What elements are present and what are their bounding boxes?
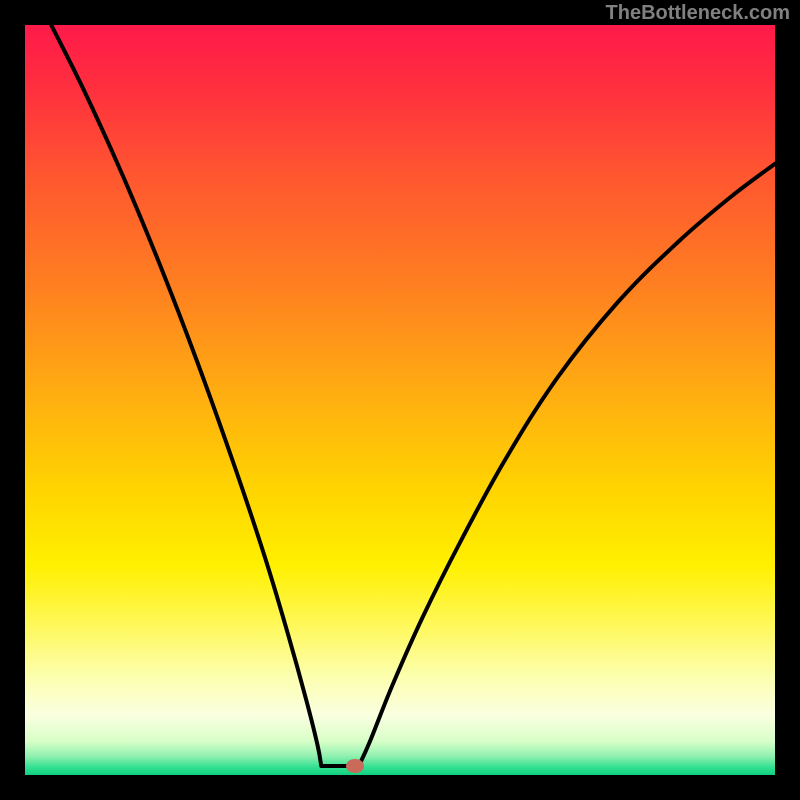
watermark-text: TheBottleneck.com [606, 2, 790, 25]
bottleneck-chart [0, 0, 800, 800]
optimal-point-marker [346, 759, 364, 773]
chart-container: TheBottleneck.com [0, 0, 800, 800]
